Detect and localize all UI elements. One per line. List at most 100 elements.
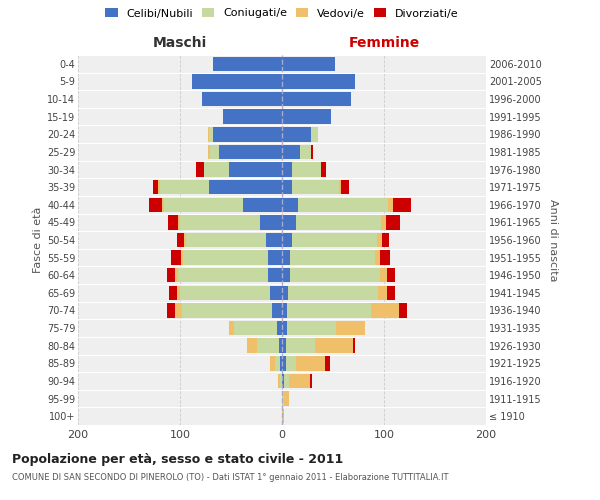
Bar <box>341 180 349 194</box>
Bar <box>286 356 296 370</box>
Bar <box>270 356 275 370</box>
Bar <box>282 233 292 247</box>
Bar <box>268 250 282 265</box>
Bar <box>205 162 229 176</box>
Bar <box>289 374 310 388</box>
Text: Femmine: Femmine <box>349 36 419 50</box>
Bar <box>234 321 277 336</box>
Bar <box>184 233 186 247</box>
Bar <box>400 304 407 318</box>
Bar <box>282 162 292 176</box>
Bar <box>311 127 318 142</box>
Bar <box>219 144 282 159</box>
Bar <box>387 286 395 300</box>
Y-axis label: Anni di nascita: Anni di nascita <box>548 198 559 281</box>
Bar <box>288 286 378 300</box>
Bar <box>301 144 311 159</box>
Bar <box>164 198 243 212</box>
Bar <box>292 180 339 194</box>
Bar <box>292 162 321 176</box>
Bar <box>247 338 257 353</box>
Bar <box>282 92 352 106</box>
Bar <box>149 198 161 212</box>
Bar <box>177 233 184 247</box>
Bar <box>311 144 313 159</box>
Bar <box>266 233 282 247</box>
Bar <box>353 338 355 353</box>
Bar <box>154 180 158 194</box>
Bar <box>169 286 177 300</box>
Bar <box>375 250 380 265</box>
Bar <box>167 268 175 282</box>
Bar <box>290 250 375 265</box>
Bar <box>336 321 365 336</box>
Bar <box>180 286 270 300</box>
Bar <box>310 374 311 388</box>
Bar <box>209 180 282 194</box>
Bar <box>282 198 298 212</box>
Bar <box>196 162 205 176</box>
Bar <box>282 56 335 71</box>
Bar <box>321 162 326 176</box>
Bar <box>282 74 355 88</box>
Bar <box>282 409 284 424</box>
Bar <box>388 198 393 212</box>
Bar <box>325 356 330 370</box>
Bar <box>282 286 288 300</box>
Bar <box>314 338 353 353</box>
Bar <box>287 304 371 318</box>
Bar <box>282 321 287 336</box>
Bar <box>229 162 282 176</box>
Bar <box>280 374 282 388</box>
Bar <box>175 268 178 282</box>
Bar <box>158 180 160 194</box>
Text: COMUNE DI SAN SECONDO DI PINEROLO (TO) - Dati ISTAT 1° gennaio 2011 - Elaborazio: COMUNE DI SAN SECONDO DI PINEROLO (TO) -… <box>12 472 449 482</box>
Bar <box>243 198 282 212</box>
Bar <box>287 321 336 336</box>
Bar <box>160 180 209 194</box>
Bar <box>277 321 282 336</box>
Text: Maschi: Maschi <box>153 36 207 50</box>
Bar <box>209 127 212 142</box>
Bar <box>386 215 400 230</box>
Bar <box>223 110 282 124</box>
Bar <box>378 286 387 300</box>
Bar <box>381 215 386 230</box>
Bar <box>284 374 289 388</box>
Bar <box>229 321 234 336</box>
Bar <box>161 198 164 212</box>
Bar <box>282 250 290 265</box>
Bar <box>339 180 341 194</box>
Bar <box>180 215 260 230</box>
Bar <box>296 356 325 370</box>
Bar <box>279 338 282 353</box>
Bar <box>284 392 289 406</box>
Bar <box>282 356 286 370</box>
Bar <box>260 215 282 230</box>
Bar <box>282 374 284 388</box>
Bar <box>275 356 280 370</box>
Bar <box>380 268 387 282</box>
Bar <box>178 215 180 230</box>
Bar <box>208 144 209 159</box>
Bar <box>290 268 380 282</box>
Bar <box>186 233 266 247</box>
Legend: Celibi/Nubili, Coniugati/e, Vedovi/e, Divorziati/e: Celibi/Nubili, Coniugati/e, Vedovi/e, Di… <box>106 8 458 18</box>
Bar <box>183 250 268 265</box>
Bar <box>268 268 282 282</box>
Bar <box>282 304 287 318</box>
Bar <box>171 250 181 265</box>
Bar <box>282 215 296 230</box>
Bar <box>167 304 175 318</box>
Bar <box>371 304 400 318</box>
Bar <box>282 127 311 142</box>
Bar <box>292 233 377 247</box>
Bar <box>393 198 410 212</box>
Bar <box>272 304 282 318</box>
Bar <box>209 144 219 159</box>
Bar <box>175 304 182 318</box>
Bar <box>282 268 290 282</box>
Bar <box>212 56 282 71</box>
Bar <box>257 338 279 353</box>
Bar <box>282 144 301 159</box>
